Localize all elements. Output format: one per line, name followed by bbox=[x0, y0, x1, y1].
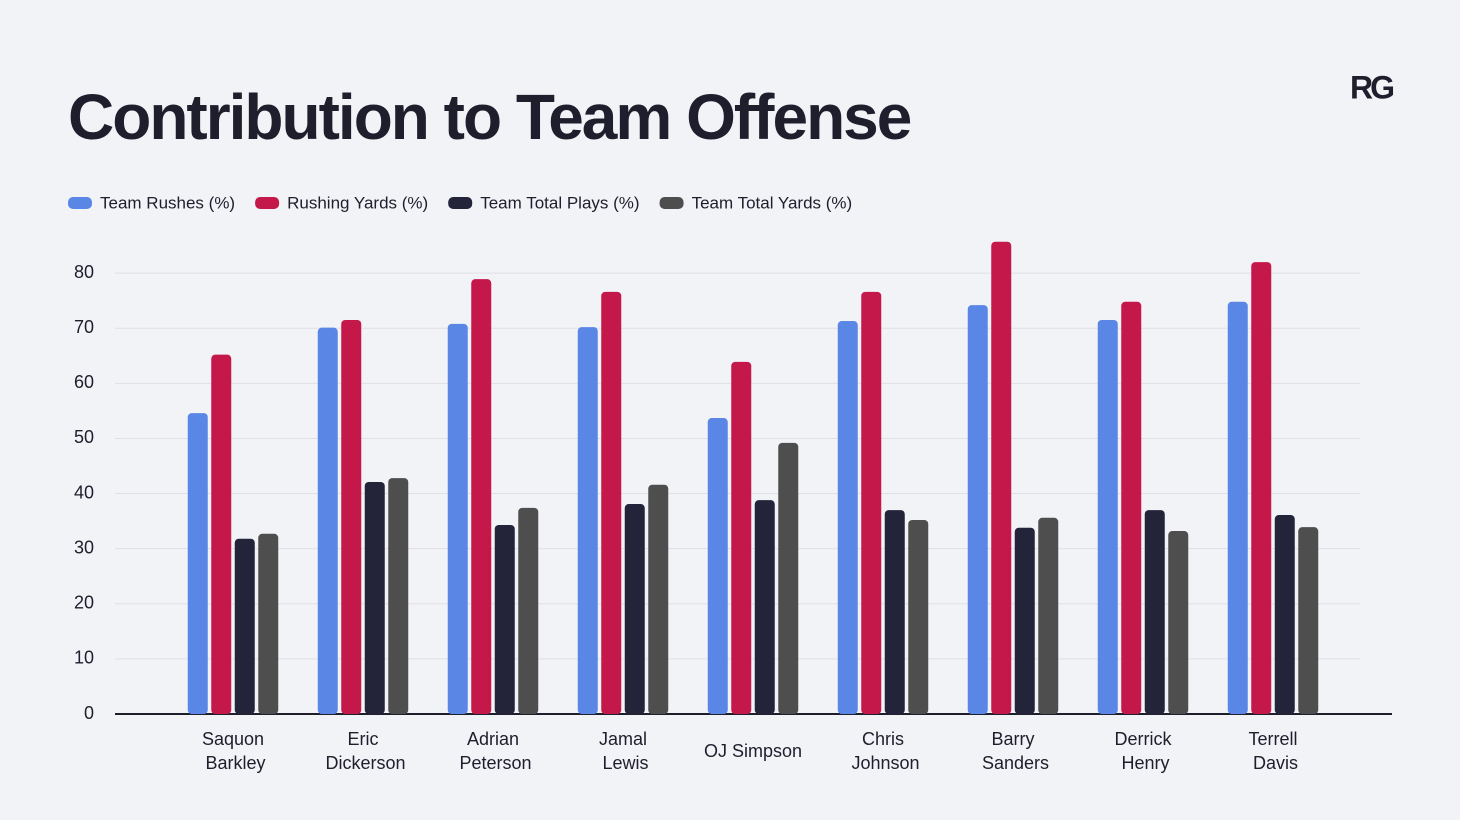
legend-label: Team Total Yards (%) bbox=[692, 193, 853, 212]
bar bbox=[837, 321, 858, 714]
x-tick-label: OJ Simpson bbox=[704, 741, 802, 761]
bar bbox=[754, 500, 775, 714]
bar bbox=[731, 361, 752, 714]
x-tick-label: Barry Sanders bbox=[977, 729, 1049, 773]
bar bbox=[1121, 301, 1142, 714]
logo: RG bbox=[1350, 69, 1393, 105]
bar bbox=[991, 241, 1012, 714]
bar bbox=[518, 507, 539, 714]
y-tick-label: 30 bbox=[74, 537, 94, 557]
bar bbox=[187, 413, 208, 714]
bar bbox=[908, 520, 929, 714]
y-tick-label: 0 bbox=[84, 703, 94, 723]
bar bbox=[364, 481, 385, 714]
x-tick-label: Terrell Davis bbox=[1248, 729, 1298, 773]
bar bbox=[1144, 510, 1165, 714]
x-tick-label: Chris Johnson bbox=[846, 729, 919, 773]
bar bbox=[317, 327, 338, 714]
bar bbox=[624, 504, 645, 714]
y-tick-label: 20 bbox=[74, 593, 94, 613]
y-tick-label: 70 bbox=[74, 317, 94, 337]
bar bbox=[1251, 262, 1272, 714]
bar bbox=[1097, 319, 1118, 714]
legend-swatch bbox=[68, 197, 92, 209]
bar bbox=[1274, 515, 1295, 714]
legend-label: Team Total Plays (%) bbox=[480, 193, 639, 212]
bar bbox=[211, 354, 232, 714]
bar bbox=[601, 291, 622, 714]
bar bbox=[778, 442, 799, 714]
x-tick-label: Adrian Peterson bbox=[454, 729, 531, 773]
y-tick-label: 10 bbox=[74, 648, 94, 668]
legend-swatch bbox=[255, 197, 280, 209]
bar bbox=[1014, 527, 1035, 714]
bar bbox=[258, 533, 279, 714]
y-tick-label: 60 bbox=[74, 372, 94, 392]
bar bbox=[234, 538, 255, 714]
bar bbox=[1038, 517, 1059, 714]
y-tick-label: 40 bbox=[74, 482, 94, 502]
bar bbox=[341, 319, 362, 714]
bar bbox=[494, 524, 515, 714]
x-tick-label: Saquon Barkley bbox=[200, 729, 265, 773]
bar bbox=[648, 484, 669, 714]
bar bbox=[1298, 527, 1319, 714]
bar bbox=[967, 305, 988, 714]
legend-label: Team Rushes (%) bbox=[100, 193, 235, 212]
bar bbox=[884, 510, 905, 714]
bar bbox=[471, 279, 492, 714]
y-tick-label: 50 bbox=[74, 427, 94, 447]
bar bbox=[577, 327, 598, 714]
bar bbox=[707, 418, 728, 714]
y-tick-label: 80 bbox=[74, 262, 94, 282]
bar bbox=[861, 291, 882, 714]
bar bbox=[447, 323, 468, 714]
chart-title: Contribution to Team Offense bbox=[68, 81, 911, 153]
legend-swatch bbox=[659, 197, 684, 209]
bar bbox=[388, 478, 409, 714]
bar bbox=[1168, 531, 1189, 714]
x-tick-label: Eric Dickerson bbox=[320, 729, 405, 773]
bar bbox=[1227, 301, 1248, 714]
x-tick-label: Jamal Lewis bbox=[597, 729, 648, 773]
legend-swatch bbox=[448, 197, 473, 209]
legend-label: Rushing Yards (%) bbox=[287, 193, 428, 212]
x-tick-label: Derrick Henry bbox=[1115, 729, 1173, 773]
